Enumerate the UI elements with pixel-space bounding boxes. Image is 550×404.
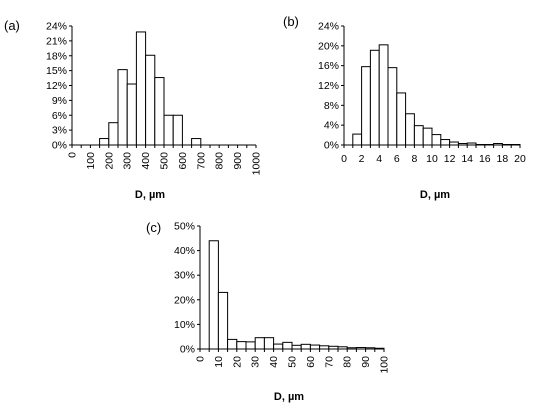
y-tick-label-a-7: 21%: [46, 35, 67, 47]
x-tick-label-c-9: 90: [360, 356, 372, 368]
histogram-panel-c: (c) D, µm 0% 10% 20% 30% 40% 50% 0 10 20 30 40 50 60…: [146, 220, 391, 403]
bar-b-6: [396, 92, 407, 146]
bar-c-1: [208, 240, 219, 350]
x-tick-label-c-6: 60: [305, 356, 317, 368]
bar-a-13: [191, 138, 202, 146]
x-tick-label-c-0: 0: [195, 356, 207, 362]
x-tick-label-b-2: 4: [376, 153, 382, 165]
x-tick-label-a-4: 400: [140, 152, 152, 170]
bar-b-3: [369, 49, 380, 146]
x-tick-label-b-1: 2: [359, 153, 365, 165]
bar-a-11: [172, 114, 183, 146]
y-tick-label-c-5: 50%: [174, 221, 195, 233]
x-axis-title-c: D, µm: [274, 391, 304, 403]
x-tick-label-c-3: 30: [250, 356, 262, 368]
bar-b-5: [387, 67, 398, 146]
y-tick-label-c-1: 10%: [174, 319, 195, 331]
bar-c-8: [273, 343, 284, 350]
y-tick-label-c-2: 20%: [174, 294, 195, 306]
bar-c-4: [236, 341, 247, 350]
histogram-panel-b: (b) D, µm 0% 4% 8% 12% 16% 20% 24% 0 2 4 6 8 10 12 14 1…: [283, 14, 526, 201]
bar-c-11: [300, 343, 311, 350]
y-tick-label-a-1: 3%: [52, 125, 67, 137]
histogram-panel-a: (a) D, µm 0% 3% 6% 9% 12% 15% 18% 21% 24% 0 100 200…: [4, 18, 263, 201]
bar-a-7: [135, 31, 147, 146]
bar-b-2: [361, 66, 371, 146]
x-tick-label-a-1: 100: [85, 152, 97, 170]
x-tick-label-c-4: 40: [268, 356, 280, 368]
x-tick-label-a-3: 300: [122, 152, 134, 170]
x-tick-label-c-5: 50: [287, 356, 299, 368]
panel-label-c: (c): [146, 220, 161, 235]
bar-a-3: [99, 138, 110, 146]
y-tick-label-b-1: 4%: [324, 120, 339, 132]
bar-c-7: [263, 337, 275, 350]
bar-a-8: [145, 54, 156, 146]
bar-c-10: [291, 344, 302, 350]
bar-b-1: [352, 133, 363, 146]
x-axis-title-a: D, µm: [135, 189, 165, 201]
x-tick-label-a-5: 500: [159, 152, 171, 170]
y-tick-label-b-0: 0%: [324, 140, 339, 152]
bar-b-8: [413, 125, 424, 146]
x-tick-label-a-2: 200: [103, 152, 115, 170]
y-tick-label-c-4: 40%: [174, 245, 195, 257]
x-axis-title-b: D, µm: [420, 189, 450, 201]
bar-c-6: [254, 337, 265, 350]
y-tick-label-b-6: 24%: [318, 21, 339, 33]
x-tick-label-c-10: 100: [379, 356, 391, 374]
x-tick-label-c-8: 80: [342, 356, 354, 368]
bar-c-9: [282, 341, 293, 350]
x-tick-label-a-0: 0: [67, 152, 79, 158]
x-tick-label-b-10: 20: [514, 153, 526, 165]
bar-b-9: [422, 127, 433, 146]
bar-b-11: [440, 139, 451, 146]
x-tick-label-a-8: 800: [214, 152, 226, 170]
bar-c-2: [217, 291, 229, 350]
y-tick-label-a-8: 24%: [46, 21, 67, 33]
x-tick-label-a-9: 900: [232, 152, 244, 170]
bar-a-9: [154, 77, 165, 146]
y-tick-label-a-5: 15%: [46, 65, 67, 77]
y-tick-label-b-4: 16%: [318, 60, 339, 72]
x-tick-label-c-2: 20: [231, 356, 243, 368]
bar-a-5: [117, 69, 128, 146]
bar-a-10: [163, 114, 174, 146]
bar-a-6: [126, 83, 137, 146]
bar-b-7: [405, 113, 415, 146]
x-tick-label-c-1: 10: [213, 356, 225, 368]
panel-label-b: (b): [283, 14, 299, 29]
y-tick-label-a-6: 18%: [46, 50, 67, 62]
x-tick-label-b-0: 0: [341, 153, 347, 165]
x-tick-label-b-3: 6: [394, 153, 400, 165]
y-tick-label-b-2: 8%: [324, 100, 339, 112]
x-tick-label-b-5: 10: [426, 153, 438, 165]
bar-b-10: [431, 134, 442, 146]
bar-b-4: [378, 44, 389, 146]
y-tick-label-a-4: 12%: [46, 80, 67, 92]
x-tick-label-b-7: 14: [461, 153, 473, 165]
bar-a-4: [108, 122, 119, 146]
x-tick-label-b-9: 18: [497, 153, 509, 165]
bar-c-12: [309, 344, 321, 350]
y-tick-label-a-2: 6%: [52, 110, 67, 122]
bar-c-3: [227, 338, 238, 350]
x-tick-label-a-10: 1000: [251, 152, 263, 176]
x-tick-label-a-7: 700: [195, 152, 207, 170]
x-tick-label-b-6: 12: [444, 153, 456, 165]
y-tick-label-b-5: 20%: [318, 40, 339, 52]
y-tick-label-a-3: 9%: [52, 95, 67, 107]
x-tick-label-c-7: 70: [323, 356, 335, 368]
x-tick-label-b-4: 8: [411, 153, 417, 165]
bar-c-5: [245, 341, 256, 350]
y-tick-label-b-3: 12%: [318, 80, 339, 92]
panel-label-a: (a): [4, 18, 20, 33]
y-tick-label-c-3: 30%: [174, 270, 195, 282]
x-tick-label-a-6: 600: [177, 152, 189, 170]
y-tick-label-a-0: 0%: [52, 140, 67, 152]
x-tick-label-b-8: 16: [479, 153, 491, 165]
y-tick-label-c-0: 0%: [180, 344, 195, 356]
